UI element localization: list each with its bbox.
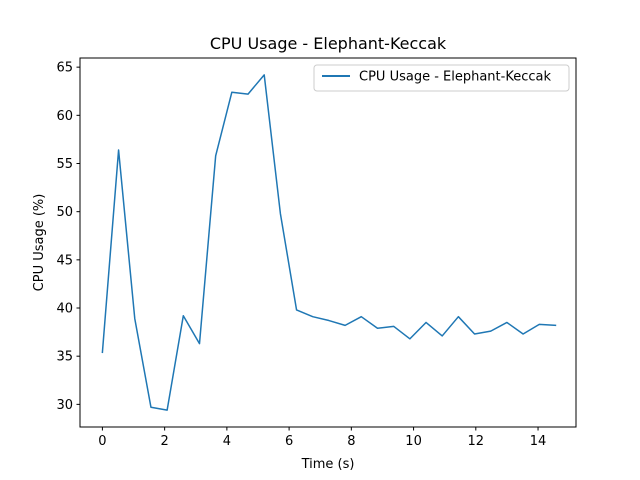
y-tick-label: 50 — [56, 205, 73, 220]
y-axis-label: CPU Usage (%) — [32, 194, 47, 292]
y-tick-label: 40 — [56, 302, 73, 317]
y-tick-label: 35 — [56, 350, 73, 365]
legend-box — [313, 64, 570, 92]
y-axis: 30 35 40 45 50 55 60 65 — [56, 61, 80, 413]
y-tick-label: 65 — [56, 61, 73, 76]
x-axis-label: Time (s) — [301, 457, 355, 472]
x-tick-label: 12 — [468, 434, 485, 449]
y-tick-label: 60 — [56, 109, 73, 124]
legend: CPU Usage - Elephant-Keccak — [313, 64, 570, 92]
x-tick-label: 2 — [160, 434, 168, 449]
x-tick-label: 10 — [405, 434, 422, 449]
chart-title: CPU Usage - Elephant-Keccak — [210, 34, 447, 53]
x-tick-label: 8 — [347, 434, 355, 449]
x-tick-label: 0 — [98, 434, 106, 449]
x-axis: 0 2 4 6 8 10 12 14 — [98, 427, 546, 449]
x-tick-label: 4 — [223, 434, 231, 449]
x-tick-label: 14 — [530, 434, 547, 449]
y-tick-label: 45 — [56, 253, 73, 268]
x-tick-label: 6 — [285, 434, 293, 449]
y-tick-label: 55 — [56, 157, 73, 172]
y-tick-label: 30 — [56, 398, 73, 413]
series-line-0 — [101, 74, 557, 411]
legend-entry-label: CPU Usage - Elephant-Keccak — [359, 70, 551, 85]
plot-frame — [79, 57, 577, 428]
plot-area — [101, 74, 557, 411]
